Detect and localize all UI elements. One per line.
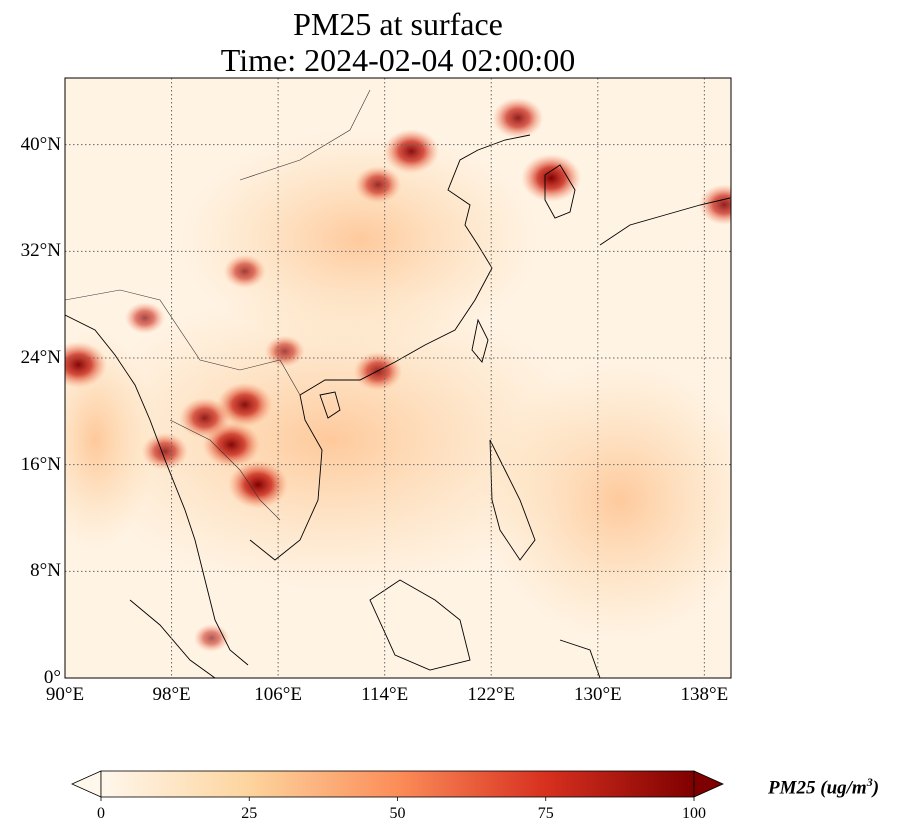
lon-tick-label: 90°E bbox=[45, 684, 85, 705]
pm25-hotspot bbox=[353, 351, 403, 391]
pm25-hotspot bbox=[383, 129, 440, 174]
pm25-hotspot bbox=[492, 97, 544, 139]
border-thailand-laos bbox=[169, 419, 281, 521]
map-title: PM25 at surface bbox=[293, 6, 503, 42]
colorbar-tick-label: 50 bbox=[389, 805, 406, 822]
colorbar-tick-label: 75 bbox=[537, 805, 554, 822]
coast-taiwan bbox=[471, 318, 489, 363]
pm25-hotspot bbox=[521, 154, 582, 202]
map-subtitle-time: Time: 2024-02-04 02:00:00 bbox=[220, 42, 576, 78]
lat-tick-label: 8°N bbox=[30, 560, 61, 582]
lon-tick-label: 130°E bbox=[573, 684, 622, 705]
coast-sumatra bbox=[129, 599, 216, 678]
coast-east-indonesia bbox=[559, 639, 601, 678]
pm25-field bbox=[65, 78, 731, 678]
hotspot-layer bbox=[65, 97, 731, 653]
colorbar-extend-low bbox=[71, 770, 102, 798]
pm25-hotspot bbox=[223, 254, 267, 289]
colorbar-ticks bbox=[100, 797, 695, 801]
pm25-hotspot bbox=[141, 432, 189, 470]
lon-tick-label: 114°E bbox=[361, 684, 409, 705]
lat-tick-label: 16°N bbox=[20, 453, 61, 475]
haze-pacific bbox=[480, 360, 731, 640]
lat-tick-label: 0° bbox=[43, 667, 61, 688]
border-south-china bbox=[65, 289, 301, 396]
colorbar-label: PM25 (ug/m3) bbox=[768, 775, 880, 799]
coast-japan bbox=[599, 197, 731, 246]
lon-tick-label: 138°E bbox=[680, 684, 729, 705]
coast-korea bbox=[544, 164, 576, 219]
colorbar bbox=[100, 770, 695, 798]
coast-mainland-southwest bbox=[65, 314, 249, 666]
pm25-hotspot bbox=[124, 302, 166, 334]
lat-tick-label: 24°N bbox=[20, 347, 61, 368]
lon-tick-label: 106°E bbox=[254, 684, 302, 705]
lon-tick-label: 122°E bbox=[467, 684, 516, 705]
coast-mainland-east bbox=[249, 134, 531, 561]
lon-tick-label: 98°E bbox=[152, 684, 191, 705]
map-frame bbox=[64, 77, 732, 679]
pm25-hotspot bbox=[354, 166, 402, 204]
colorbar-extend-high bbox=[693, 770, 724, 798]
colorbar-tick-label: 0 bbox=[97, 805, 105, 822]
coastlines bbox=[65, 134, 731, 678]
haze-north-china bbox=[180, 130, 540, 350]
lat-tick-label: 32°N bbox=[20, 240, 61, 262]
lat-tick-label: 40°N bbox=[20, 133, 61, 155]
colorbar-tick-label: 100 bbox=[682, 805, 706, 822]
pm25-hotspot bbox=[698, 184, 731, 226]
pm25-hotspot bbox=[179, 397, 231, 439]
graticule bbox=[65, 78, 731, 678]
coast-borneo bbox=[369, 579, 471, 671]
coast-hainan bbox=[319, 391, 341, 419]
pm25-hotspot bbox=[65, 341, 108, 388]
haze-indochina bbox=[70, 290, 590, 590]
pm25-hotspot bbox=[228, 460, 289, 509]
pm25-hotspot bbox=[217, 382, 273, 427]
coast-philippines bbox=[489, 439, 536, 561]
colorbar-tick-label: 25 bbox=[241, 805, 258, 822]
pm25-hotspot bbox=[264, 335, 305, 368]
